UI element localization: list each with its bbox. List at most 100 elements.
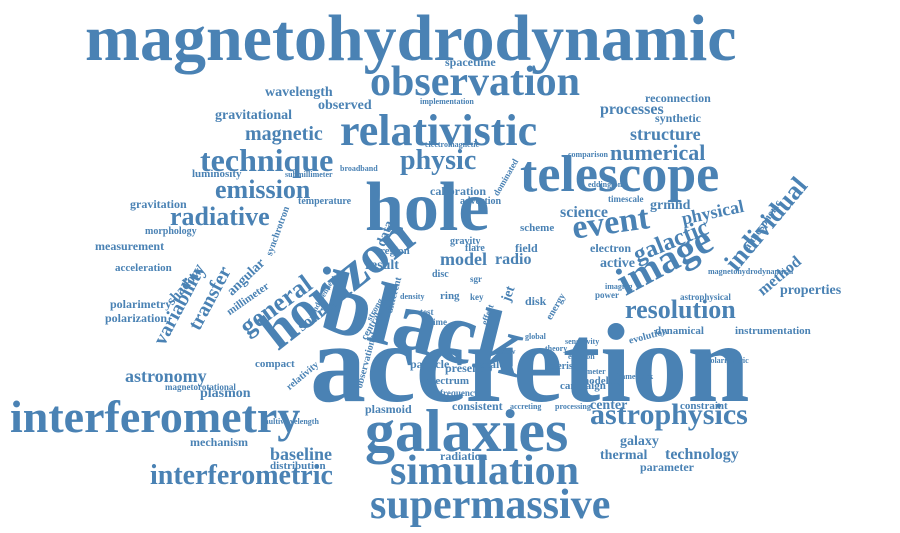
cloud-word: structure xyxy=(630,124,701,145)
cloud-word: magnetorotational xyxy=(165,381,236,392)
cloud-word: numerical xyxy=(610,139,706,165)
cloud-word: calibration xyxy=(430,184,486,199)
cloud-word: resolution xyxy=(625,294,736,324)
cloud-word: time xyxy=(430,316,447,327)
cloud-word: emission xyxy=(215,174,311,204)
cloud-word: accreting xyxy=(510,402,542,412)
cloud-word: active xyxy=(600,255,635,271)
cloud-word: processes xyxy=(600,100,664,118)
cloud-word: eddington xyxy=(588,180,623,190)
cloud-word: present xyxy=(445,361,483,376)
cloud-word: measurement xyxy=(95,239,165,254)
cloud-word: accretion xyxy=(310,302,750,427)
cloud-word: scheme xyxy=(520,221,555,234)
cloud-word: hole xyxy=(365,168,490,246)
cloud-word: result xyxy=(365,257,399,273)
cloud-word: processing xyxy=(555,402,591,412)
cloud-word: consistent xyxy=(452,399,503,414)
cloud-word: disk xyxy=(525,294,547,309)
cloud-word: plasmon xyxy=(200,385,251,401)
cloud-word: imaging xyxy=(605,282,633,292)
cloud-word: disc xyxy=(432,268,449,280)
cloud-word: sensitivity xyxy=(565,337,600,347)
cloud-word: thermal xyxy=(600,447,648,463)
cloud-word: wavelength xyxy=(265,84,333,100)
cloud-word: gravitational xyxy=(215,107,292,123)
cloud-word: magnetohydrodynamical xyxy=(708,267,794,277)
cloud-word: electron xyxy=(590,241,632,256)
cloud-word: luminosity xyxy=(192,167,242,180)
cloud-word: submillimeter xyxy=(285,170,333,180)
cloud-word: center xyxy=(590,397,628,413)
cloud-word: astrophysical xyxy=(680,291,731,302)
cloud-word: simulation xyxy=(390,447,580,494)
cloud-word: telescope xyxy=(520,146,720,204)
cloud-word: science xyxy=(560,203,608,221)
cloud-word: ejection xyxy=(568,352,595,362)
cloud-word: asterisk xyxy=(545,360,579,372)
cloud-word: magnetohydrodynamic xyxy=(85,1,737,75)
cloud-word: synthetic xyxy=(655,111,701,126)
cloud-word: properties xyxy=(780,282,842,298)
cloud-word: sgr xyxy=(470,273,482,284)
cloud-word: test xyxy=(420,306,434,317)
cloud-word: relativistic xyxy=(340,105,538,155)
cloud-word: spectrum xyxy=(425,374,469,387)
cloud-word: spacetime xyxy=(445,55,496,70)
cloud-word: region xyxy=(380,244,410,257)
cloud-word: instrumentation xyxy=(735,324,811,337)
cloud-word: observed xyxy=(318,97,372,113)
cloud-word: radio xyxy=(495,250,532,268)
cloud-word: radiation xyxy=(440,449,488,464)
cloud-word: observation xyxy=(370,58,580,105)
cloud-word: grmhd xyxy=(650,197,691,213)
cloud-word: framework xyxy=(615,372,654,382)
cloud-word: polarization xyxy=(105,311,167,326)
cloud-word: mechanism xyxy=(190,435,248,450)
cloud-word: interferometry xyxy=(10,391,301,443)
cloud-word: implementation xyxy=(420,97,474,107)
cloud-word: field xyxy=(515,241,538,256)
cloud-word: timescale xyxy=(608,193,644,204)
cloud-word: radiative xyxy=(170,201,270,231)
cloud-word: gravitation xyxy=(130,197,187,212)
cloud-word: ring xyxy=(440,289,460,302)
cloud-word: campaign xyxy=(560,379,606,392)
cloud-word: astrophysics xyxy=(590,398,748,432)
cloud-word: technique xyxy=(200,141,334,178)
cloud-word: interferometric xyxy=(150,460,333,492)
cloud-word: power xyxy=(595,289,619,300)
cloud-word: polarimetric xyxy=(706,356,749,366)
cloud-word: acceleration xyxy=(115,261,172,274)
cloud-word: modeling xyxy=(580,374,624,387)
cloud-word: constraint xyxy=(680,399,728,412)
cloud-word: astronomy xyxy=(125,366,207,387)
cloud-word: flare xyxy=(465,242,485,254)
cloud-word: galaxy xyxy=(620,433,659,449)
cloud-word: dynamical xyxy=(655,324,704,337)
cloud-word: diameter xyxy=(575,367,606,377)
cloud-word: dominated xyxy=(491,156,521,198)
cloud-word: electromagnetic xyxy=(425,140,480,150)
cloud-word: density xyxy=(400,292,425,302)
cloud-word: frequency xyxy=(440,387,479,398)
cloud-word: particle xyxy=(410,357,450,372)
cloud-word: key xyxy=(470,291,484,302)
cloud-word: temperature xyxy=(298,195,352,207)
cloud-word: galaxies xyxy=(365,397,569,464)
cloud-word: multiwavelength xyxy=(262,417,319,427)
cloud-word: technology xyxy=(665,445,739,463)
cloud-word: theory xyxy=(545,344,568,354)
cloud-word: model xyxy=(440,249,487,270)
cloud-word: scale xyxy=(480,357,505,372)
cloud-word: gravity xyxy=(450,235,481,247)
cloud-word: polarimetry xyxy=(110,297,172,312)
cloud-word: reconnection xyxy=(645,91,711,106)
cloud-word: baseline xyxy=(270,444,333,465)
cloud-word: view xyxy=(500,347,516,357)
cloud-word: parameter xyxy=(640,460,694,475)
cloud-word: comparison xyxy=(568,150,608,160)
cloud-word: global xyxy=(525,332,546,342)
cloud-word: physic xyxy=(400,145,477,177)
